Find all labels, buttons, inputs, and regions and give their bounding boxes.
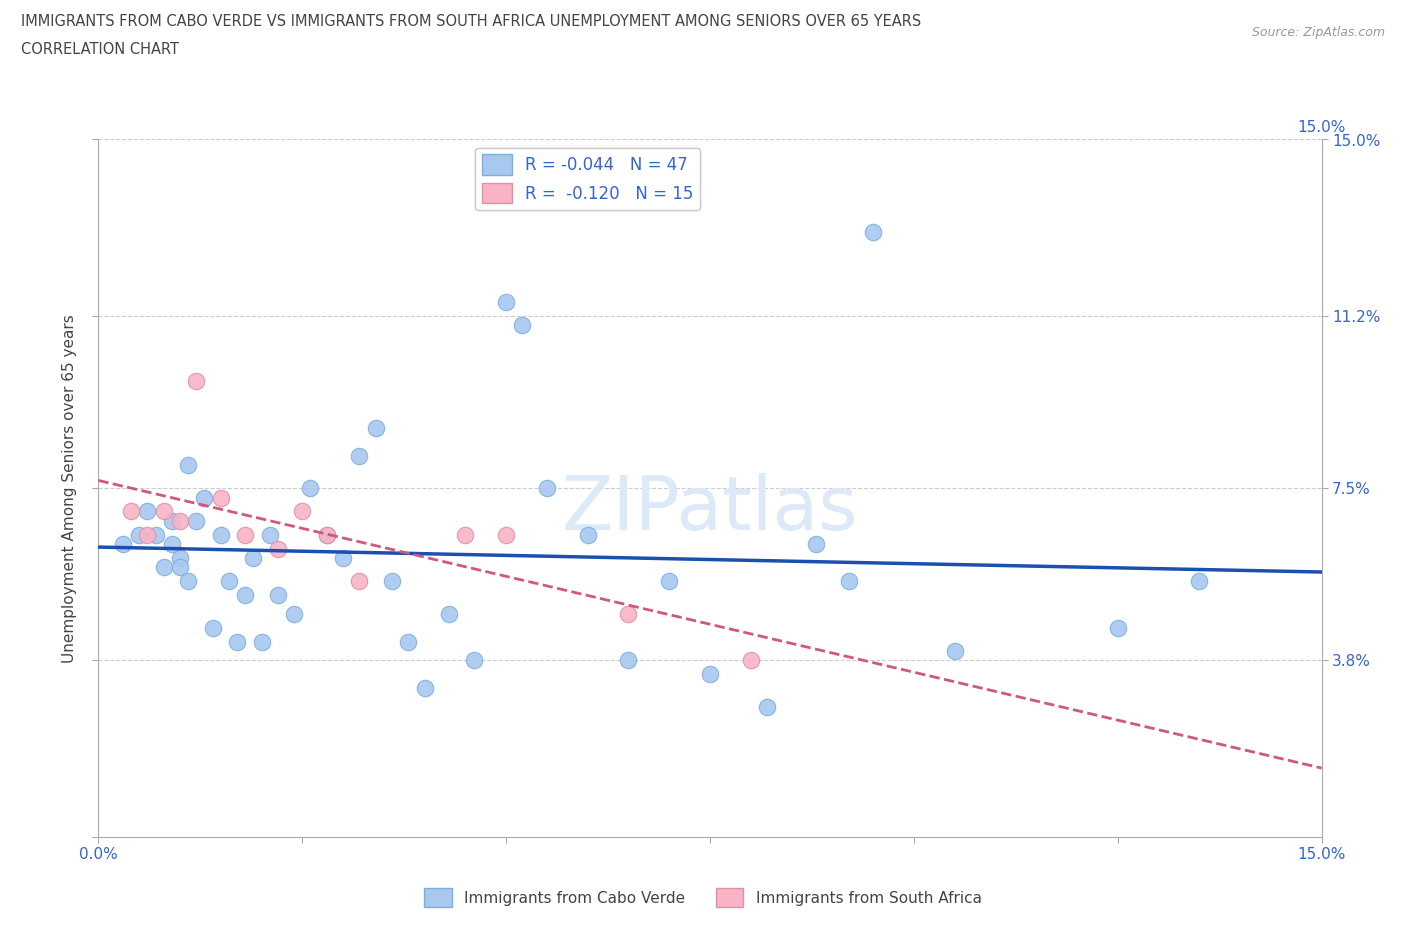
Point — [315, 527, 337, 542]
Point — [740, 653, 762, 668]
Point — [218, 574, 240, 589]
Point — [512, 318, 534, 333]
Point — [862, 225, 884, 240]
Point — [152, 504, 174, 519]
Legend: R = -0.044   N = 47, R =  -0.120   N = 15: R = -0.044 N = 47, R = -0.120 N = 15 — [475, 148, 700, 210]
Point — [250, 634, 273, 649]
Point — [259, 527, 281, 542]
Point — [283, 606, 305, 621]
Point — [136, 527, 159, 542]
Text: CORRELATION CHART: CORRELATION CHART — [21, 42, 179, 57]
Point — [658, 574, 681, 589]
Point — [291, 504, 314, 519]
Point — [169, 513, 191, 528]
Point — [804, 537, 827, 551]
Point — [315, 527, 337, 542]
Point — [413, 681, 436, 696]
Text: IMMIGRANTS FROM CABO VERDE VS IMMIGRANTS FROM SOUTH AFRICA UNEMPLOYMENT AMONG SE: IMMIGRANTS FROM CABO VERDE VS IMMIGRANTS… — [21, 14, 921, 29]
Point — [463, 653, 485, 668]
Point — [495, 527, 517, 542]
Point — [454, 527, 477, 542]
Point — [226, 634, 249, 649]
Point — [349, 574, 371, 589]
Point — [1107, 620, 1129, 635]
Point — [617, 653, 640, 668]
Point — [381, 574, 404, 589]
Point — [364, 420, 387, 435]
Point — [267, 541, 290, 556]
Point — [332, 551, 354, 565]
Point — [495, 295, 517, 310]
Text: ZIPatlas: ZIPatlas — [562, 472, 858, 546]
Point — [943, 644, 966, 658]
Point — [169, 560, 191, 575]
Point — [396, 634, 419, 649]
Point — [576, 527, 599, 542]
Point — [209, 490, 232, 505]
Point — [349, 448, 371, 463]
Point — [536, 481, 558, 496]
Y-axis label: Unemployment Among Seniors over 65 years: Unemployment Among Seniors over 65 years — [62, 314, 77, 662]
Point — [160, 537, 183, 551]
Point — [186, 374, 208, 389]
Point — [186, 513, 208, 528]
Point — [209, 527, 232, 542]
Point — [838, 574, 860, 589]
Point — [233, 527, 256, 542]
Point — [699, 667, 721, 682]
Point — [169, 551, 191, 565]
Point — [756, 699, 779, 714]
Point — [242, 551, 264, 565]
Point — [617, 606, 640, 621]
Text: Source: ZipAtlas.com: Source: ZipAtlas.com — [1251, 26, 1385, 39]
Point — [201, 620, 224, 635]
Point — [111, 537, 134, 551]
Point — [120, 504, 142, 519]
Point — [233, 588, 256, 603]
Point — [152, 560, 174, 575]
Point — [177, 574, 200, 589]
Point — [177, 458, 200, 472]
Point — [160, 513, 183, 528]
Point — [136, 504, 159, 519]
Point — [145, 527, 167, 542]
Point — [128, 527, 150, 542]
Point — [1188, 574, 1211, 589]
Point — [193, 490, 215, 505]
Point — [299, 481, 322, 496]
Legend: Immigrants from Cabo Verde, Immigrants from South Africa: Immigrants from Cabo Verde, Immigrants f… — [419, 883, 987, 913]
Point — [437, 606, 460, 621]
Point — [267, 588, 290, 603]
